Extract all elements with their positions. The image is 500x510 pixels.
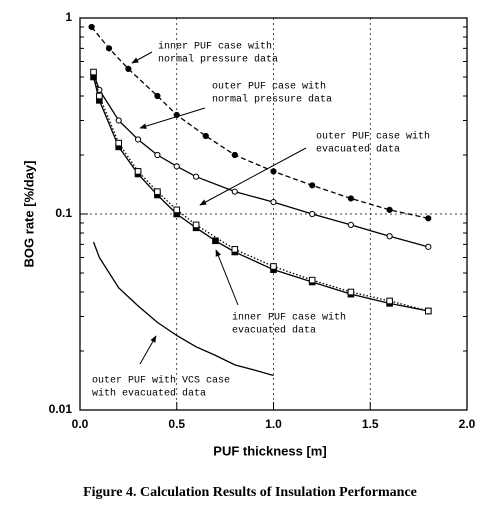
point (115, 117, 122, 124)
point (231, 246, 239, 253)
point (386, 206, 393, 213)
point (309, 210, 316, 218)
series-line (92, 76, 429, 312)
series-line (92, 71, 429, 312)
point (347, 221, 354, 228)
annotation: evacuated data (316, 144, 400, 156)
annotation: inner PUF case with (232, 312, 346, 324)
x-tick-label: 1.0 (265, 417, 282, 431)
point (96, 92, 103, 100)
annotation: with evacuated data (92, 388, 206, 400)
point (154, 188, 161, 195)
x-tick-label: 0.0 (72, 417, 89, 431)
y-tick-label: 0.01 (49, 402, 73, 416)
point (270, 168, 277, 175)
point (386, 297, 393, 305)
series-line (92, 241, 274, 377)
point (90, 68, 97, 76)
x-tick-label: 1.5 (362, 417, 379, 431)
point (173, 163, 180, 170)
point (154, 151, 161, 159)
point (308, 276, 316, 284)
y-tick-label: 0.1 (55, 206, 72, 220)
point (425, 215, 432, 222)
annotation-arrow (199, 147, 307, 206)
point (309, 182, 316, 189)
y-axis-label: BOG rate [%/day] (21, 161, 36, 268)
annotation: evacuated data (232, 325, 316, 337)
point (192, 221, 200, 229)
annotation: outer PUF case with (316, 131, 430, 143)
point (154, 92, 161, 100)
annotation-arrow (131, 51, 153, 64)
annotation: normal pressure data (212, 94, 332, 106)
point (202, 132, 209, 140)
point (88, 23, 95, 31)
point (425, 307, 432, 315)
point (134, 168, 142, 175)
caption: Figure 4. Calculation Results of Insulat… (83, 485, 417, 500)
point (347, 288, 355, 296)
x-tick-label: 2.0 (459, 417, 476, 431)
point (134, 136, 142, 143)
annotation-arrow (215, 249, 239, 306)
point (231, 151, 238, 159)
point (173, 206, 181, 214)
series-line (91, 26, 429, 220)
point (347, 195, 354, 202)
annotation: inner PUF case with (158, 41, 272, 53)
x-axis-label: PUF thickness [m] (213, 443, 326, 458)
point (105, 45, 113, 52)
point (115, 139, 123, 147)
annotation: normal pressure data (158, 54, 278, 66)
annotation: outer PUF with VCS case (92, 375, 230, 387)
annotation-arrow (139, 107, 206, 129)
point (386, 233, 393, 240)
annotation-arrow (139, 335, 157, 365)
x-tick-label: 0.5 (168, 417, 185, 431)
y-tick-label: 1 (65, 10, 72, 24)
point (125, 65, 132, 72)
point (270, 263, 277, 270)
point (270, 199, 277, 206)
annotation: outer PUF case with (212, 81, 326, 93)
point (425, 243, 432, 250)
point (212, 237, 219, 245)
point (193, 173, 200, 180)
point (231, 188, 238, 195)
